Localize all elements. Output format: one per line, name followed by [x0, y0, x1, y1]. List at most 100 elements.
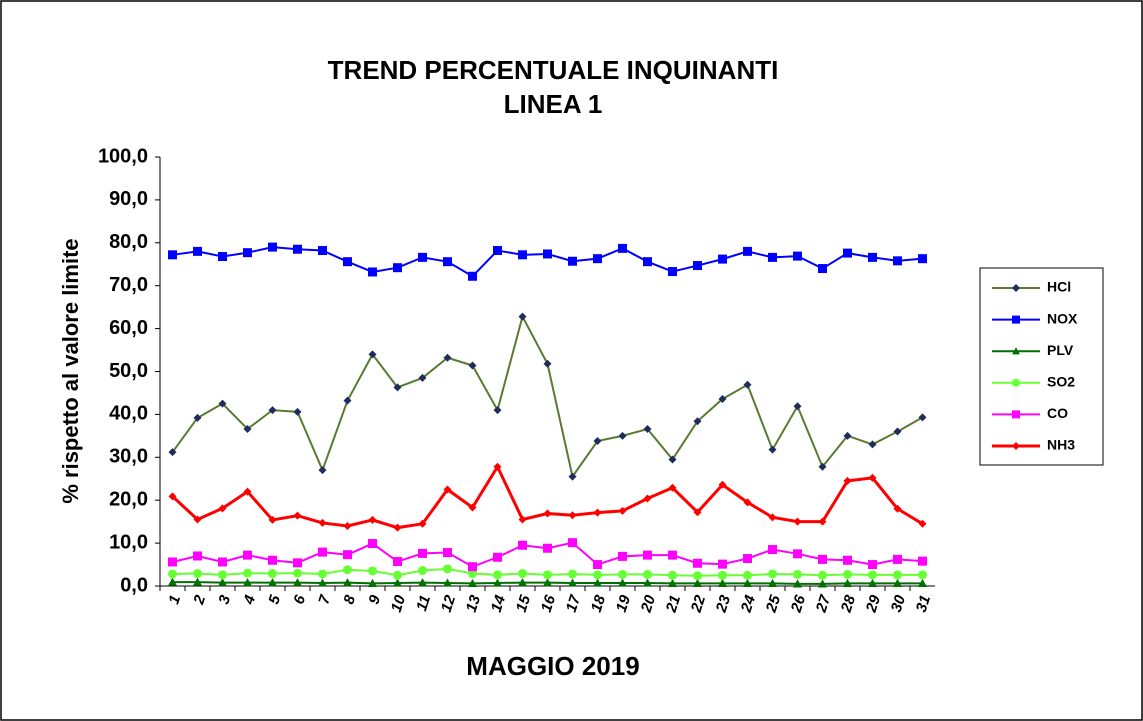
data-point	[918, 570, 927, 580]
data-point	[718, 559, 727, 569]
data-point	[293, 568, 302, 578]
data-point	[218, 399, 227, 408]
data-point	[818, 579, 827, 588]
data-point	[418, 578, 427, 587]
data-point	[618, 551, 627, 561]
data-point	[418, 252, 427, 262]
data-point	[568, 569, 577, 579]
data-point	[768, 545, 777, 555]
data-point	[768, 445, 777, 454]
data-point	[268, 515, 277, 524]
legend-label: PLV	[1047, 342, 1074, 358]
data-point	[493, 570, 502, 580]
data-point	[918, 254, 927, 264]
data-point	[468, 562, 477, 572]
data-point	[893, 504, 902, 513]
data-point	[468, 361, 477, 370]
data-point	[443, 564, 452, 574]
data-point	[318, 569, 327, 579]
data-point	[168, 577, 177, 586]
data-point	[168, 250, 177, 260]
data-point	[293, 407, 302, 416]
data-point	[393, 578, 402, 587]
data-point	[443, 548, 452, 558]
data-point	[593, 570, 602, 580]
x-tick-label: 27	[812, 593, 834, 616]
data-point	[543, 509, 552, 518]
data-point	[268, 242, 277, 252]
data-point	[343, 578, 352, 587]
data-point	[493, 552, 502, 562]
data-point	[468, 569, 477, 579]
data-point	[268, 406, 277, 415]
data-point	[243, 248, 252, 258]
legend-marker	[1012, 347, 1020, 355]
data-point	[468, 578, 477, 588]
data-point	[568, 578, 577, 587]
data-point	[768, 569, 777, 579]
x-tick-label: 12	[438, 593, 460, 615]
data-point	[843, 476, 852, 485]
data-point	[243, 487, 252, 496]
data-point	[593, 560, 602, 570]
x-tick-label: 29	[862, 593, 884, 616]
x-tick-label: 24	[737, 593, 759, 616]
x-tick-label: 20	[637, 593, 659, 616]
data-point	[768, 513, 777, 522]
data-point	[568, 538, 577, 548]
legend-marker	[1012, 315, 1020, 324]
data-point	[818, 517, 827, 526]
data-point	[193, 551, 202, 561]
data-point	[393, 523, 402, 532]
data-point	[368, 539, 377, 549]
x-tick-label: 15	[513, 593, 535, 615]
data-point	[643, 424, 652, 433]
data-point	[368, 578, 377, 588]
y-axis-label: % rispetto al valore limite	[58, 238, 83, 503]
data-point	[618, 243, 627, 253]
data-point	[718, 570, 727, 580]
data-point	[693, 417, 702, 426]
data-point	[218, 557, 227, 567]
data-point	[293, 511, 302, 520]
data-point	[543, 543, 552, 553]
data-point	[168, 569, 177, 579]
data-point	[543, 578, 552, 587]
data-point	[818, 264, 827, 274]
data-point	[293, 578, 302, 587]
data-point	[218, 252, 227, 262]
data-point	[518, 312, 527, 321]
x-tick-label: 10	[388, 593, 410, 615]
data-point	[693, 571, 702, 581]
data-point	[793, 251, 802, 261]
data-point	[868, 560, 877, 570]
data-point	[418, 373, 427, 382]
legend-label: NH3	[1047, 437, 1075, 453]
data-point	[868, 440, 877, 449]
data-point	[368, 350, 377, 359]
data-point	[893, 570, 902, 580]
data-point	[493, 246, 502, 256]
data-point	[868, 578, 877, 588]
data-point	[293, 244, 302, 254]
x-tick-label: 18	[588, 593, 610, 615]
x-tick-label: 17	[563, 593, 585, 615]
data-point	[743, 554, 752, 564]
data-point	[918, 519, 927, 528]
data-point	[518, 515, 527, 524]
data-point	[318, 466, 327, 475]
data-point	[643, 494, 652, 503]
data-point	[418, 548, 427, 558]
data-point	[743, 246, 752, 256]
data-point	[393, 557, 402, 567]
legend-marker	[1012, 410, 1020, 419]
data-point	[668, 578, 677, 588]
data-point	[593, 254, 602, 264]
data-point	[718, 480, 727, 489]
data-point	[818, 462, 827, 471]
data-point	[618, 578, 627, 587]
data-point	[793, 402, 802, 411]
data-point	[868, 252, 877, 262]
